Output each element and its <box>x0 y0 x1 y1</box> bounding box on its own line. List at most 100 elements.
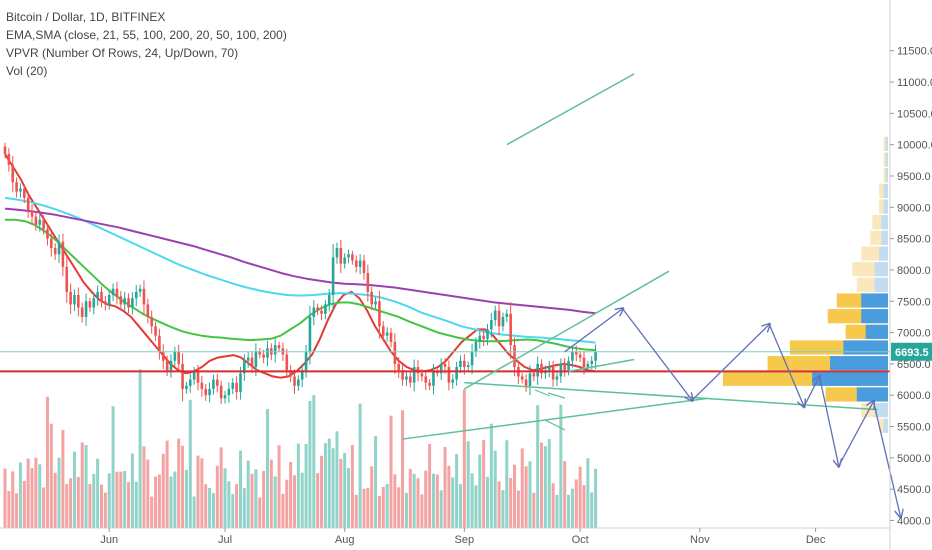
volume-bar <box>127 482 131 528</box>
volume-bar <box>72 451 76 528</box>
price-tick-label: 7000.0 <box>897 328 931 340</box>
candle-body <box>474 341 478 352</box>
volume-bar <box>223 468 227 528</box>
volume-bar <box>22 480 26 528</box>
candle-body <box>77 294 80 308</box>
volume-bar <box>404 492 408 528</box>
vp-buy-bar <box>883 418 888 433</box>
volume-bar <box>323 443 327 528</box>
chart-title: Bitcoin / Dollar, 1D, BITFINEX <box>6 10 166 24</box>
candle-body <box>335 248 339 258</box>
ma-line-sma-200 <box>4 207 596 315</box>
candle-body <box>424 376 428 383</box>
candle-body <box>366 273 370 292</box>
candle-body <box>559 363 563 377</box>
volume-bar <box>80 442 84 528</box>
candle-body <box>158 335 161 352</box>
candle-body <box>308 316 312 352</box>
candle-body <box>289 370 292 377</box>
volume-bar <box>478 454 482 528</box>
volume-bar <box>192 496 196 528</box>
volume-bar <box>250 473 254 528</box>
candle-body <box>57 241 61 255</box>
volume-bar <box>227 481 231 528</box>
volume-bar <box>532 492 536 528</box>
volume-bar <box>366 487 370 528</box>
volume-bar <box>358 403 362 528</box>
projection-arrow <box>768 324 804 406</box>
candle-body <box>555 376 559 380</box>
volume-bar <box>316 473 320 528</box>
price-tick-label: 5500.0 <box>897 422 931 434</box>
candle-body <box>439 363 443 374</box>
volume-bar <box>339 458 343 528</box>
vp-buy-bar <box>856 387 888 402</box>
candle-body <box>42 219 45 230</box>
volume-bar <box>536 405 540 528</box>
candle-body <box>223 395 227 399</box>
volume-bar <box>215 465 219 528</box>
candle-body <box>161 351 165 361</box>
volume-bar <box>119 471 123 528</box>
vp-buy-bar <box>861 309 888 324</box>
candle-body <box>409 376 412 383</box>
candle-body <box>216 379 219 386</box>
candle-body <box>50 238 53 249</box>
volume-bar <box>57 457 61 528</box>
projection-arrow <box>818 376 838 466</box>
vp-buy-bar <box>881 230 888 245</box>
candle-body <box>316 307 319 311</box>
volume-bar <box>439 490 443 528</box>
candle-body <box>324 304 327 314</box>
volume-bar <box>208 487 212 528</box>
volume-bar <box>65 484 69 528</box>
projection-arrow <box>691 324 769 401</box>
candle-body <box>459 360 462 368</box>
candle-body <box>7 154 11 165</box>
volume-bar <box>238 450 242 528</box>
ma-line-ema-55 <box>5 218 596 352</box>
volume-bar <box>458 484 462 528</box>
candle-body <box>574 351 578 355</box>
trendline-dash <box>534 389 551 397</box>
candle-body <box>146 304 150 317</box>
candle-body <box>594 351 597 361</box>
vp-buy-bar <box>865 324 888 339</box>
volume-bar <box>285 479 289 528</box>
candle-body <box>412 367 416 383</box>
price-tick-label: 7500.0 <box>897 296 931 308</box>
candle-body <box>131 298 134 308</box>
candle-body <box>46 229 49 239</box>
volume-bar <box>7 491 11 528</box>
candle-body <box>370 291 373 305</box>
volume-bar <box>497 481 501 528</box>
price-tick-label: 4500.0 <box>897 484 931 496</box>
candle-body <box>536 363 539 377</box>
vp-buy-bar <box>843 340 888 355</box>
volume-bar <box>474 485 478 528</box>
volume-bar <box>354 494 358 528</box>
volume-bar <box>489 423 493 528</box>
volume-bar <box>594 468 598 528</box>
candle-body <box>231 382 235 389</box>
trendline <box>402 397 708 440</box>
candle-body <box>138 288 142 292</box>
projection-arrow <box>838 401 874 467</box>
trendline <box>464 381 878 411</box>
volume-bar <box>574 479 578 528</box>
candle-body <box>432 371 435 386</box>
time-tick-label: Jun <box>100 534 118 546</box>
volume-bar <box>586 458 590 528</box>
volume-bar <box>431 473 435 528</box>
candle-body <box>351 254 354 261</box>
volume-bar <box>447 465 451 528</box>
candle-body <box>297 379 300 386</box>
candle-body <box>586 363 590 368</box>
projection-arrow <box>803 376 819 407</box>
volume-bar <box>265 409 269 528</box>
volume-bar <box>242 488 246 528</box>
volume-bar <box>45 396 49 528</box>
candle-body <box>169 360 173 371</box>
volume-bar <box>103 492 107 528</box>
